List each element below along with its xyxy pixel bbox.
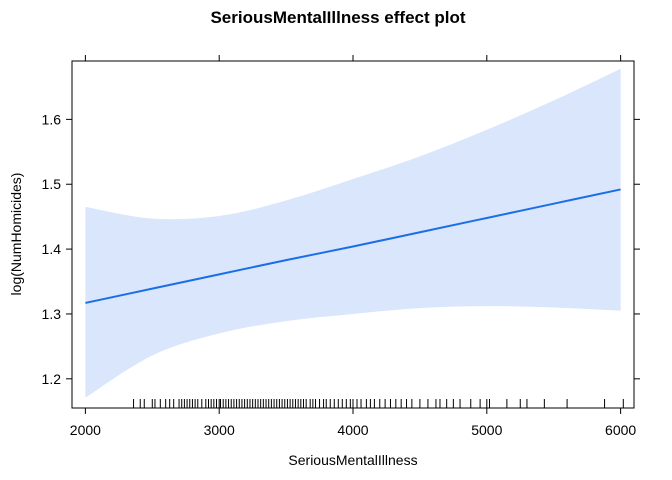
plot-area bbox=[71, 60, 635, 409]
x-tick-label: 6000 bbox=[605, 422, 636, 438]
y-tick-label: 1.6 bbox=[42, 111, 62, 127]
fit-line bbox=[85, 188, 621, 304]
x-axis: 2000 3000 4000 5000 6000 bbox=[70, 55, 636, 438]
x-tick-label: 4000 bbox=[337, 422, 368, 438]
y-tick-label: 1.5 bbox=[42, 176, 62, 192]
x-tick-label: 2000 bbox=[70, 422, 101, 438]
confidence-band bbox=[85, 68, 621, 398]
x-tick-label: 5000 bbox=[471, 422, 502, 438]
y-tick-label: 1.2 bbox=[42, 371, 62, 387]
y-tick-label: 1.4 bbox=[42, 241, 62, 257]
x-axis-label: SeriousMentalIllness bbox=[288, 452, 417, 468]
y-axis-label: log(NumHomicides) bbox=[8, 173, 24, 296]
y-axis: 1.2 1.3 1.4 1.5 1.6 bbox=[42, 111, 640, 387]
chart-title: SeriousMentalIllness effect plot bbox=[210, 8, 465, 27]
x-tick-label: 3000 bbox=[204, 422, 235, 438]
y-tick-label: 1.3 bbox=[42, 306, 62, 322]
rug-marks bbox=[133, 399, 624, 408]
